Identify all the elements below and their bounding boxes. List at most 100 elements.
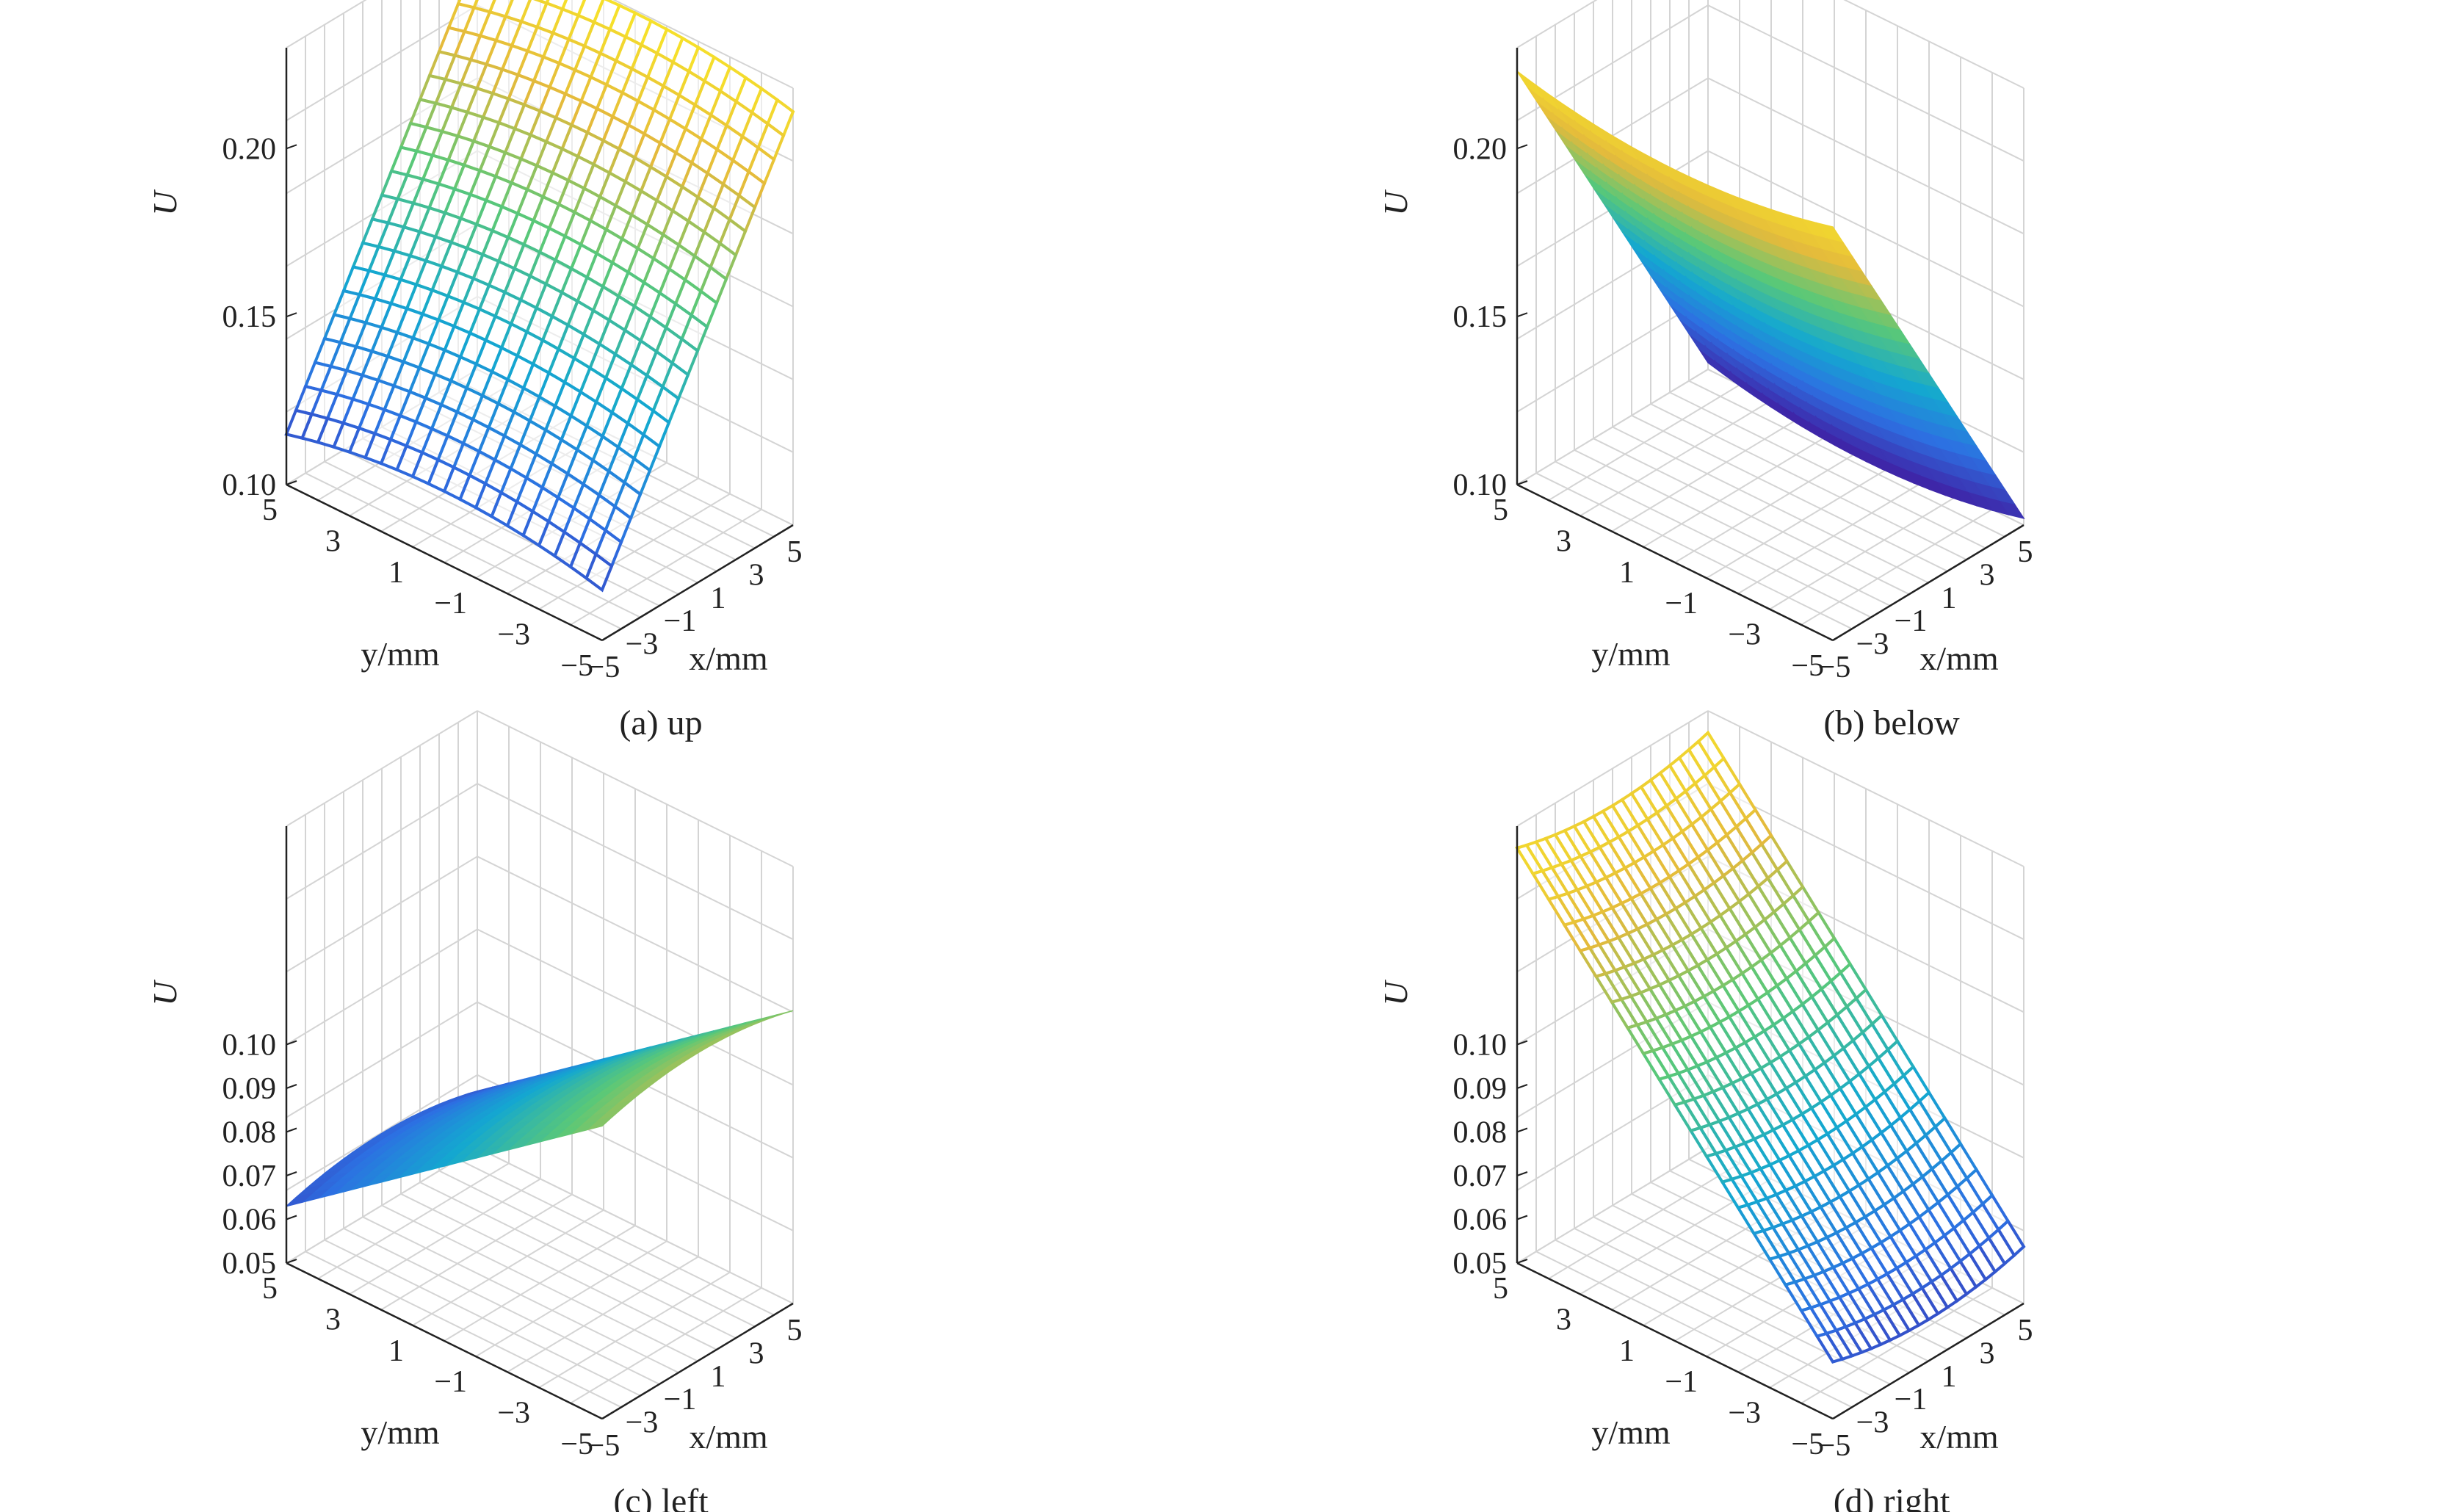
panel-caption: (b) below: [1823, 703, 1960, 742]
x-axis: [1832, 1302, 2024, 1420]
grid-line: [1643, 430, 1835, 548]
y-tick-label: −3: [497, 1397, 530, 1430]
z-tick: [1516, 1084, 1528, 1089]
z-tick-label: 0.09: [1453, 1072, 1508, 1106]
z-tick: [1516, 1215, 1528, 1220]
chart-panel: 0.050.060.070.080.090.10531−1−3−5−5−3−11…: [146, 710, 803, 1512]
z-tick-label: 0.20: [1453, 132, 1508, 166]
grid-line: [1516, 295, 1709, 413]
y-tick-label: 3: [1556, 1303, 1571, 1336]
y-axis-label: y/mm: [1591, 1414, 1671, 1451]
y-tick-label: 1: [1619, 1334, 1635, 1368]
z-tick: [286, 1084, 297, 1089]
z-tick: [286, 1215, 297, 1220]
z-tick: [286, 144, 297, 150]
x-tick-label: −3: [626, 628, 659, 662]
grid-line: [1548, 1162, 1740, 1280]
grid-line: [286, 1147, 478, 1264]
grid-line: [286, 0, 367, 48]
grid-line: [1548, 384, 1740, 502]
grid-line: [538, 1271, 731, 1389]
panel-caption: (a) up: [619, 703, 702, 742]
y-tick-label: −5: [1791, 1428, 1824, 1461]
grid-line: [1674, 446, 1867, 563]
grid-line: [1516, 369, 1709, 485]
z-axis-label: U: [1377, 189, 1414, 216]
grid-line: [1706, 462, 1898, 579]
y-tick-label: 5: [262, 493, 278, 527]
y-tick-label: −5: [1791, 649, 1824, 683]
y-tick-label: 5: [1493, 1272, 1508, 1306]
y-tick-label: 3: [1556, 524, 1571, 558]
x-tick-label: 3: [1980, 1336, 1995, 1370]
panel-caption: (c) left: [613, 1482, 709, 1512]
z-tick: [1516, 480, 1528, 485]
z-tick: [286, 1127, 297, 1133]
y-tick-label: −1: [1665, 1365, 1698, 1399]
x-tick-label: −3: [626, 1406, 659, 1440]
x-tick-label: −1: [664, 604, 697, 638]
y-axis: [286, 483, 603, 642]
z-tick-label: 0.15: [222, 300, 277, 334]
y-tick-label: 1: [388, 1334, 404, 1368]
grid-line: [412, 1209, 604, 1326]
z-tick: [286, 1171, 297, 1176]
z-tick-label: 0.20: [222, 132, 277, 166]
x-tick-label: −5: [1818, 651, 1851, 684]
grid-line: [477, 783, 794, 941]
grid-line: [1516, 1147, 1709, 1264]
surface-cell: [1514, 843, 1545, 876]
grid-line: [286, 856, 478, 973]
grid-line: [1843, 0, 2024, 89]
y-axis-label: y/mm: [361, 635, 440, 673]
grid-line: [1769, 493, 1961, 610]
z-tick-label: 0.07: [222, 1160, 277, 1193]
y-tick-label: 3: [325, 524, 341, 558]
x-tick-label: 3: [1980, 558, 1995, 592]
z-tick: [1516, 144, 1528, 150]
y-tick-label: −5: [560, 1428, 593, 1461]
grid-line: [317, 1162, 510, 1280]
x-tick-label: 1: [711, 1360, 726, 1394]
y-axis-label: y/mm: [1591, 635, 1671, 673]
x-axis-label: x/mm: [1919, 640, 1999, 677]
grid-line: [286, 1001, 478, 1118]
panel-caption: (d) right: [1834, 1482, 1950, 1512]
surface-cell: [286, 1193, 313, 1207]
y-tick-label: −1: [1665, 587, 1698, 621]
z-tick-label: 0.06: [1453, 1204, 1508, 1237]
z-tick: [1516, 1259, 1528, 1264]
grid-line: [349, 1178, 541, 1295]
grid-line: [286, 4, 478, 122]
y-tick-label: 1: [388, 556, 404, 590]
z-axis-label: U: [146, 189, 184, 216]
x-tick-label: −1: [664, 1383, 697, 1417]
x-tick-label: 5: [787, 1314, 803, 1348]
z-tick-label: 0.08: [1453, 1116, 1508, 1150]
grid-line: [475, 1240, 667, 1358]
grid-line: [507, 1256, 699, 1373]
grid-line: [1707, 710, 2024, 867]
z-tick-label: 0.07: [1453, 1160, 1508, 1193]
grid-line: [477, 856, 794, 1013]
grid-line: [1707, 77, 2024, 235]
z-tick-label: 0.05: [222, 1247, 277, 1281]
z-tick: [286, 480, 297, 485]
grid-line: [380, 1193, 573, 1311]
grid-line: [1611, 415, 1803, 532]
z-tick: [1516, 1040, 1528, 1046]
x-axis-label: x/mm: [1919, 1418, 1999, 1455]
y-tick-label: −3: [1728, 1397, 1761, 1430]
grid-line: [1707, 783, 2024, 941]
grid-line: [477, 1147, 794, 1304]
grid-line: [1516, 710, 1709, 827]
surface-cell: [1516, 70, 1544, 98]
x-tick-label: 3: [749, 558, 764, 592]
grid-line: [1737, 477, 1930, 595]
grid-line: [286, 710, 478, 827]
grid-line: [477, 710, 794, 867]
surface-cell: [284, 408, 314, 440]
grid-line: [570, 1287, 762, 1404]
